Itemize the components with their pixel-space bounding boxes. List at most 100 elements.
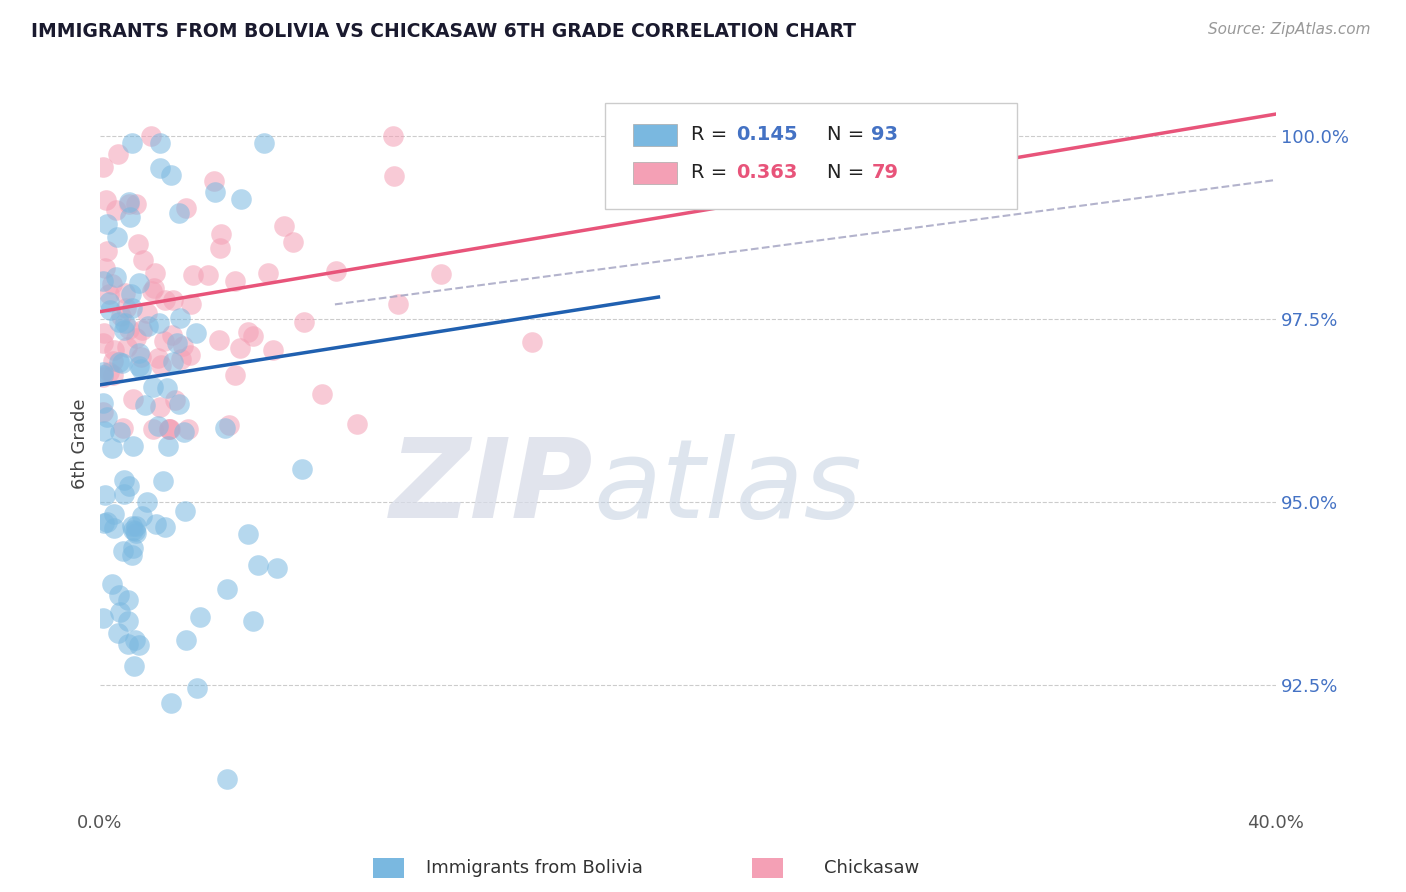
- Point: [91, 368, 114, 382]
- Point: [98, 295, 121, 310]
- Point: [148, 316, 170, 330]
- Point: [215, 772, 238, 786]
- Point: [112, 474, 135, 488]
- Point: [224, 368, 246, 382]
- Point: [134, 397, 156, 411]
- Point: [143, 267, 166, 281]
- Point: [117, 593, 139, 607]
- Point: [110, 425, 132, 439]
- Point: [112, 323, 135, 337]
- Point: [96, 194, 118, 208]
- Text: R =: R =: [692, 125, 734, 144]
- Point: [520, 335, 543, 350]
- Point: [181, 268, 204, 282]
- Point: [167, 206, 190, 220]
- Point: [209, 227, 232, 241]
- Point: [107, 626, 129, 640]
- Point: [107, 355, 129, 369]
- Point: [247, 558, 270, 572]
- Point: [173, 338, 195, 352]
- Point: [121, 549, 143, 563]
- Point: [160, 328, 183, 343]
- Y-axis label: 6th Grade: 6th Grade: [72, 398, 89, 489]
- Point: [111, 544, 134, 558]
- Point: [856, 175, 879, 189]
- Point: [103, 343, 125, 358]
- Point: [162, 293, 184, 308]
- Point: [141, 285, 163, 299]
- Point: [91, 160, 114, 174]
- Point: [169, 311, 191, 326]
- Text: ZIP: ZIP: [391, 434, 593, 541]
- Point: [160, 169, 183, 183]
- Text: 0.145: 0.145: [735, 125, 797, 144]
- Point: [174, 201, 197, 215]
- Point: [93, 516, 115, 531]
- Point: [291, 462, 314, 476]
- Point: [96, 515, 118, 529]
- Point: [112, 487, 135, 501]
- Point: [382, 169, 405, 183]
- Point: [118, 196, 141, 211]
- Point: [238, 326, 260, 340]
- Point: [105, 269, 128, 284]
- Point: [292, 315, 315, 329]
- Point: [94, 487, 117, 501]
- Point: [128, 359, 150, 373]
- Point: [149, 136, 172, 151]
- Point: [118, 479, 141, 493]
- Point: [128, 638, 150, 652]
- Point: [111, 356, 134, 370]
- Point: [430, 267, 453, 281]
- Point: [186, 681, 208, 695]
- Point: [103, 507, 125, 521]
- Point: [91, 369, 114, 384]
- Point: [96, 217, 118, 231]
- Point: [266, 561, 288, 575]
- FancyBboxPatch shape: [606, 103, 1017, 210]
- Point: [256, 266, 278, 280]
- Point: [117, 340, 139, 354]
- Point: [125, 519, 148, 533]
- Point: [170, 351, 193, 366]
- Point: [127, 237, 149, 252]
- Point: [91, 405, 114, 419]
- Point: [346, 417, 368, 432]
- Point: [124, 633, 146, 648]
- Point: [118, 322, 141, 336]
- Point: [121, 136, 143, 151]
- Text: 0.363: 0.363: [735, 163, 797, 182]
- Point: [152, 475, 174, 489]
- Point: [125, 525, 148, 540]
- Point: [93, 326, 115, 340]
- Text: R =: R =: [692, 163, 734, 182]
- Point: [157, 422, 180, 436]
- Point: [103, 521, 125, 535]
- Point: [177, 422, 200, 436]
- Point: [159, 422, 181, 436]
- Point: [131, 509, 153, 524]
- Point: [311, 387, 333, 401]
- Point: [283, 235, 305, 249]
- Point: [214, 421, 236, 435]
- Point: [131, 323, 153, 337]
- Point: [125, 197, 148, 211]
- Point: [139, 128, 162, 143]
- Point: [114, 316, 136, 330]
- Point: [325, 264, 347, 278]
- Point: [208, 241, 231, 255]
- Point: [120, 210, 142, 224]
- Point: [204, 185, 226, 199]
- Point: [122, 541, 145, 555]
- Point: [101, 577, 124, 591]
- Point: [117, 636, 139, 650]
- Point: [215, 582, 238, 596]
- Point: [149, 161, 172, 176]
- Point: [162, 355, 184, 369]
- Point: [122, 523, 145, 537]
- Point: [166, 335, 188, 350]
- Point: [128, 346, 150, 360]
- Point: [224, 274, 246, 288]
- Point: [93, 424, 115, 438]
- Point: [115, 301, 138, 315]
